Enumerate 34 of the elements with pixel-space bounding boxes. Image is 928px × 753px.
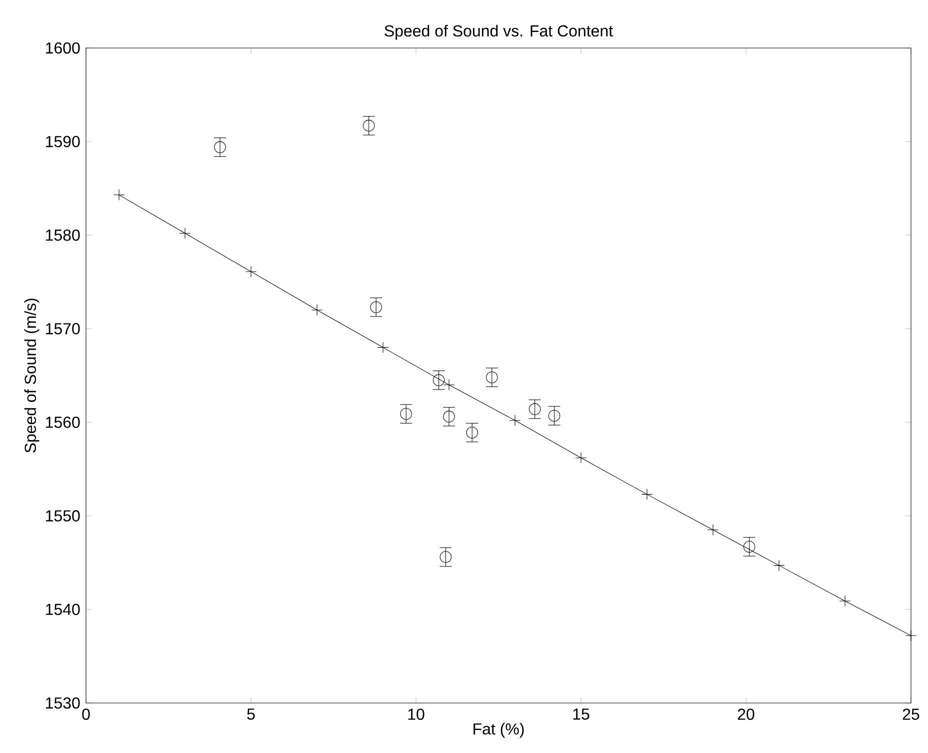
chart-title: Speed of Sound vs. Fat Content xyxy=(384,24,613,40)
point xyxy=(370,301,382,314)
y-tick-label: 1560 xyxy=(46,416,80,428)
x-tick-label: 0 xyxy=(82,708,90,720)
y-tick-label: 1530 xyxy=(46,697,80,709)
point xyxy=(743,540,756,553)
point xyxy=(773,560,785,572)
x-tick-label: 20 xyxy=(738,708,754,720)
point xyxy=(432,374,445,386)
y-tick-label: 1580 xyxy=(46,229,80,241)
point xyxy=(443,410,455,423)
x-axis-title: Fat (%) xyxy=(474,722,524,738)
point xyxy=(528,403,541,416)
x-tick-label: 10 xyxy=(408,708,424,720)
point xyxy=(400,408,412,420)
x-tick-label: 5 xyxy=(247,708,255,720)
y-tick-label: 1570 xyxy=(46,323,80,334)
point xyxy=(377,342,389,354)
point xyxy=(548,410,560,422)
point xyxy=(839,595,851,607)
y-tick-label: 1590 xyxy=(46,136,80,148)
y-axis-title: Speed of Sound (m/s) xyxy=(24,298,40,453)
point xyxy=(362,120,375,132)
point xyxy=(214,141,226,154)
point xyxy=(466,426,478,438)
point xyxy=(311,304,323,316)
y-tick-label: 1600 xyxy=(46,42,80,54)
y-tick-label: 1550 xyxy=(46,510,80,522)
y-tick-label: 1540 xyxy=(46,604,80,616)
point xyxy=(641,488,653,500)
point xyxy=(486,371,498,384)
point xyxy=(440,551,452,563)
x-tick-label: 25 xyxy=(902,708,920,720)
x-tick-label: 15 xyxy=(573,708,590,720)
